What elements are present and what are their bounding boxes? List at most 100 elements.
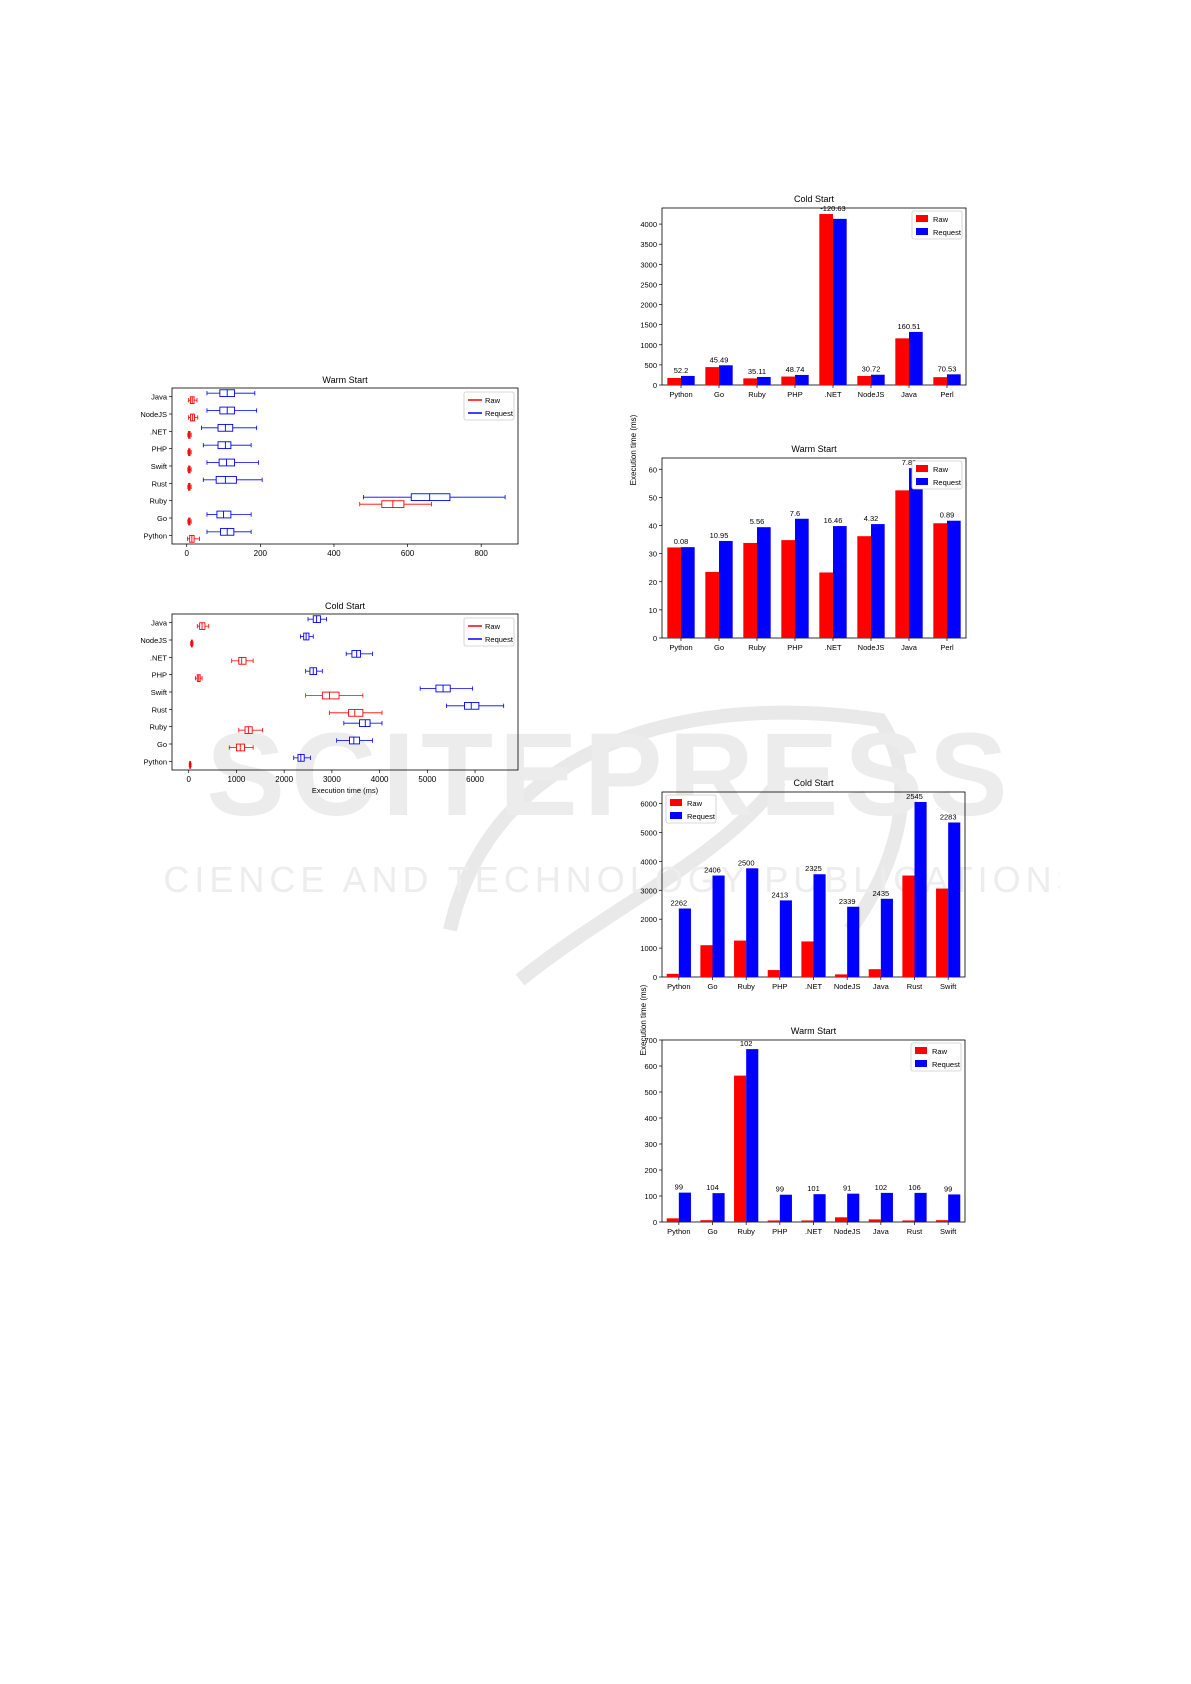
bar-raw-net bbox=[801, 941, 814, 977]
x-tick-label: 0 bbox=[184, 549, 189, 558]
iqr-box bbox=[321, 691, 340, 700]
y-tick-label: 300 bbox=[644, 1140, 657, 1149]
x-tick-label: Python bbox=[669, 390, 692, 399]
x-tick-label: NodeJS bbox=[834, 982, 861, 991]
data-label: 5.56 bbox=[750, 517, 765, 526]
watermark-swoosh bbox=[443, 705, 909, 935]
data-label: 35.11 bbox=[748, 367, 766, 376]
y-tick-label: 1500 bbox=[640, 321, 657, 330]
y-tick-label: 10 bbox=[649, 606, 657, 615]
box-raw-rust bbox=[329, 708, 383, 717]
y-tick-label: PHP bbox=[152, 445, 167, 454]
x-tick-label: Python bbox=[667, 982, 690, 991]
y-tick-label: 3500 bbox=[640, 240, 657, 249]
x-axis-label: Execution time (ms) bbox=[312, 786, 379, 795]
box-request-python bbox=[206, 527, 252, 536]
legend-label-request: Request bbox=[933, 478, 962, 487]
x-tick-label: PHP bbox=[772, 982, 787, 991]
iqr-box bbox=[410, 493, 451, 502]
y-tick-label: 100 bbox=[644, 1192, 657, 1201]
bar-request-php bbox=[795, 518, 809, 638]
bar-raw-perl bbox=[933, 523, 947, 638]
legend-swatch-request bbox=[916, 228, 928, 235]
y-tick-label: Swift bbox=[151, 688, 168, 697]
bar-raw-php bbox=[767, 1220, 780, 1222]
x-tick-label: Ruby bbox=[737, 982, 755, 991]
legend-label-raw: Raw bbox=[687, 799, 703, 808]
data-label: -120.63 bbox=[820, 204, 845, 213]
x-tick-label: 4000 bbox=[371, 775, 389, 784]
y-tick-label: 40 bbox=[649, 522, 657, 531]
chart-title: Cold Start bbox=[325, 601, 366, 611]
bar-raw-rust bbox=[902, 875, 915, 977]
bar-request-python bbox=[678, 1192, 691, 1222]
y-tick-label: Rust bbox=[152, 479, 168, 488]
x-tick-label: NodeJS bbox=[858, 390, 885, 399]
x-tick-label: 0 bbox=[186, 775, 191, 784]
bar-raw-rust bbox=[902, 1220, 915, 1222]
y-tick-label: 0 bbox=[653, 634, 657, 643]
bar-raw-nodejs bbox=[835, 1217, 848, 1222]
chart-title: Warm Start bbox=[791, 1026, 837, 1036]
legend-label-request: Request bbox=[485, 409, 514, 418]
box-raw-java bbox=[196, 622, 210, 631]
data-label: 2262 bbox=[670, 898, 687, 907]
x-tick-label: Perl bbox=[940, 643, 954, 652]
bar-request-net bbox=[813, 1194, 826, 1222]
box-request-php bbox=[305, 667, 323, 676]
y-tick-label: NodeJS bbox=[140, 410, 167, 419]
y-tick-label: 2500 bbox=[640, 280, 657, 289]
bar-raw-perl bbox=[933, 377, 947, 385]
bar-raw-java bbox=[895, 490, 909, 638]
legend-label-raw: Raw bbox=[932, 1047, 948, 1056]
y-tick-label: 20 bbox=[649, 578, 657, 587]
y-tick-label: 400 bbox=[644, 1114, 657, 1123]
y-tick-label: 2000 bbox=[640, 301, 657, 310]
x-tick-label: 200 bbox=[254, 549, 268, 558]
y-tick-label: 50 bbox=[649, 493, 657, 502]
x-tick-label: .NET bbox=[824, 643, 842, 652]
bar-request-ruby bbox=[746, 1049, 759, 1222]
bar-request-nodejs bbox=[871, 524, 885, 638]
box-raw-nodejs bbox=[188, 413, 199, 422]
data-label: 99 bbox=[675, 1183, 683, 1192]
x-tick-label: Swift bbox=[940, 1227, 957, 1236]
x-tick-label: NodeJS bbox=[858, 643, 885, 652]
data-label: 52.2 bbox=[674, 366, 689, 375]
bar-request-php bbox=[779, 1194, 792, 1222]
bar-request-perl bbox=[947, 374, 961, 385]
data-label: 104 bbox=[706, 1183, 719, 1192]
legend-label-raw: Raw bbox=[933, 465, 949, 474]
x-tick-label: 5000 bbox=[418, 775, 436, 784]
cold-start-boxplot: Cold Start 0 1000 2000 3000 4000 5000 6000 Java N… bbox=[140, 601, 519, 795]
y-tick-label: 4000 bbox=[640, 220, 657, 229]
bar-raw-java bbox=[868, 1219, 881, 1222]
box-raw-swift bbox=[305, 691, 364, 700]
y-tick-label: 2000 bbox=[640, 915, 657, 924]
box-request-nodejs bbox=[299, 632, 314, 641]
bar-request-ruby bbox=[757, 527, 771, 638]
legend-label-raw: Raw bbox=[485, 396, 501, 405]
data-label: 99 bbox=[776, 1185, 784, 1194]
x-tick-label: .NET bbox=[824, 390, 842, 399]
data-label: 0.89 bbox=[940, 511, 955, 520]
bar-raw-php bbox=[767, 970, 780, 977]
box-raw-python bbox=[187, 534, 201, 543]
x-tick-label: Go bbox=[707, 1227, 717, 1236]
y-tick-label: 6000 bbox=[640, 800, 657, 809]
box-raw-python bbox=[188, 760, 192, 769]
bar-request-java bbox=[909, 468, 923, 638]
data-label: 2283 bbox=[940, 812, 957, 821]
y-tick-label: Go bbox=[157, 514, 167, 523]
y-tick-label: .NET bbox=[150, 653, 168, 662]
y-tick-label: 60 bbox=[649, 465, 657, 474]
bar-request-nodejs bbox=[847, 906, 860, 977]
y-axis-label-bottom: Execution time (ms) bbox=[639, 984, 648, 1055]
iqr-box bbox=[464, 701, 480, 710]
bar-request-net bbox=[833, 526, 847, 638]
x-tick-label: Perl bbox=[940, 390, 954, 399]
box-raw-ruby bbox=[359, 500, 432, 509]
box-request-go bbox=[336, 736, 373, 745]
y-axis-label-bottom-text: Execution time (ms) bbox=[639, 984, 648, 1055]
data-label: 2339 bbox=[839, 897, 856, 906]
